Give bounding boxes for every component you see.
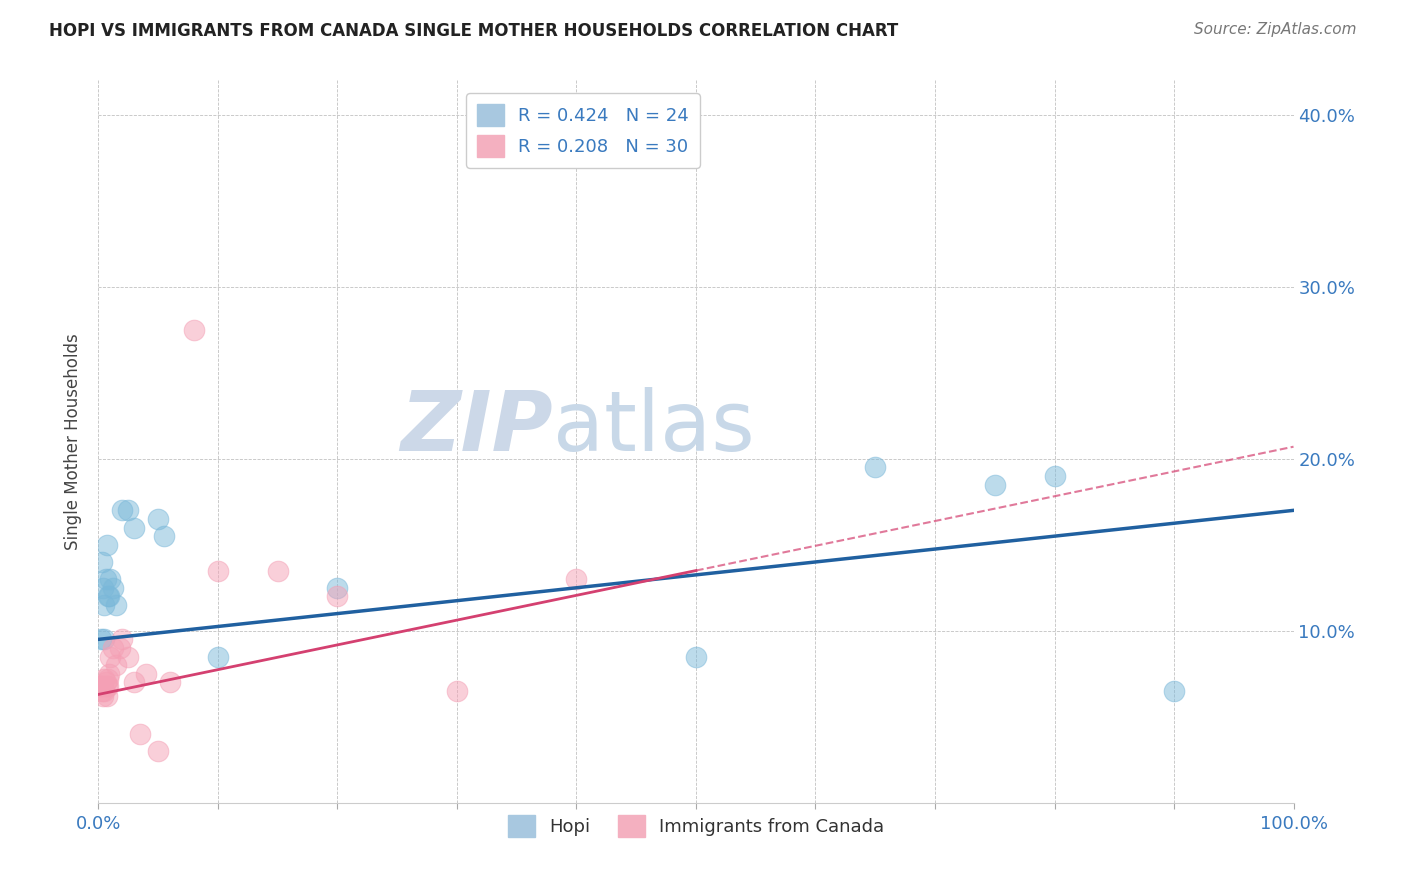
Text: Source: ZipAtlas.com: Source: ZipAtlas.com bbox=[1194, 22, 1357, 37]
Point bbox=[91, 581, 114, 595]
Point bbox=[93, 684, 115, 698]
Point bbox=[93, 598, 115, 612]
Point bbox=[207, 564, 229, 578]
Point bbox=[865, 460, 887, 475]
Point bbox=[135, 666, 157, 681]
Point bbox=[90, 632, 112, 647]
Point bbox=[267, 564, 290, 578]
Point bbox=[148, 512, 170, 526]
Text: ZIP: ZIP bbox=[399, 386, 553, 467]
Legend: Hopi, Immigrants from Canada: Hopi, Immigrants from Canada bbox=[501, 808, 891, 845]
Point bbox=[98, 590, 121, 604]
Point bbox=[90, 679, 112, 693]
Point bbox=[91, 679, 114, 693]
Point bbox=[96, 689, 118, 703]
Point bbox=[117, 649, 139, 664]
Point bbox=[97, 672, 120, 686]
Point bbox=[1163, 684, 1185, 698]
Point bbox=[91, 689, 114, 703]
Point bbox=[183, 323, 205, 337]
Point bbox=[565, 572, 588, 586]
Point bbox=[93, 632, 115, 647]
Point bbox=[97, 679, 120, 693]
Point bbox=[685, 649, 707, 664]
Point bbox=[117, 503, 139, 517]
Point bbox=[326, 581, 349, 595]
Point bbox=[1043, 469, 1066, 483]
Point bbox=[98, 666, 121, 681]
Text: HOPI VS IMMIGRANTS FROM CANADA SINGLE MOTHER HOUSEHOLDS CORRELATION CHART: HOPI VS IMMIGRANTS FROM CANADA SINGLE MO… bbox=[49, 22, 898, 40]
Point bbox=[101, 640, 124, 655]
Point bbox=[159, 675, 181, 690]
Point bbox=[129, 727, 152, 741]
Point bbox=[446, 684, 468, 698]
Point bbox=[91, 555, 114, 569]
Point bbox=[97, 590, 120, 604]
Y-axis label: Single Mother Households: Single Mother Households bbox=[65, 334, 83, 549]
Point bbox=[111, 632, 134, 647]
Point bbox=[94, 572, 117, 586]
Point bbox=[124, 520, 146, 534]
Point bbox=[105, 658, 128, 673]
Point bbox=[96, 538, 118, 552]
Point bbox=[124, 675, 146, 690]
Point bbox=[984, 477, 1007, 491]
Point bbox=[148, 744, 170, 758]
Point bbox=[98, 649, 122, 664]
Point bbox=[101, 581, 124, 595]
Point bbox=[89, 679, 111, 693]
Point bbox=[207, 649, 229, 664]
Text: atlas: atlas bbox=[553, 386, 754, 467]
Point bbox=[105, 598, 128, 612]
Point bbox=[153, 529, 176, 543]
Point bbox=[93, 672, 115, 686]
Point bbox=[108, 640, 131, 655]
Point bbox=[111, 503, 134, 517]
Point bbox=[91, 684, 114, 698]
Point bbox=[94, 675, 117, 690]
Point bbox=[326, 590, 349, 604]
Point bbox=[96, 679, 118, 693]
Point bbox=[98, 572, 122, 586]
